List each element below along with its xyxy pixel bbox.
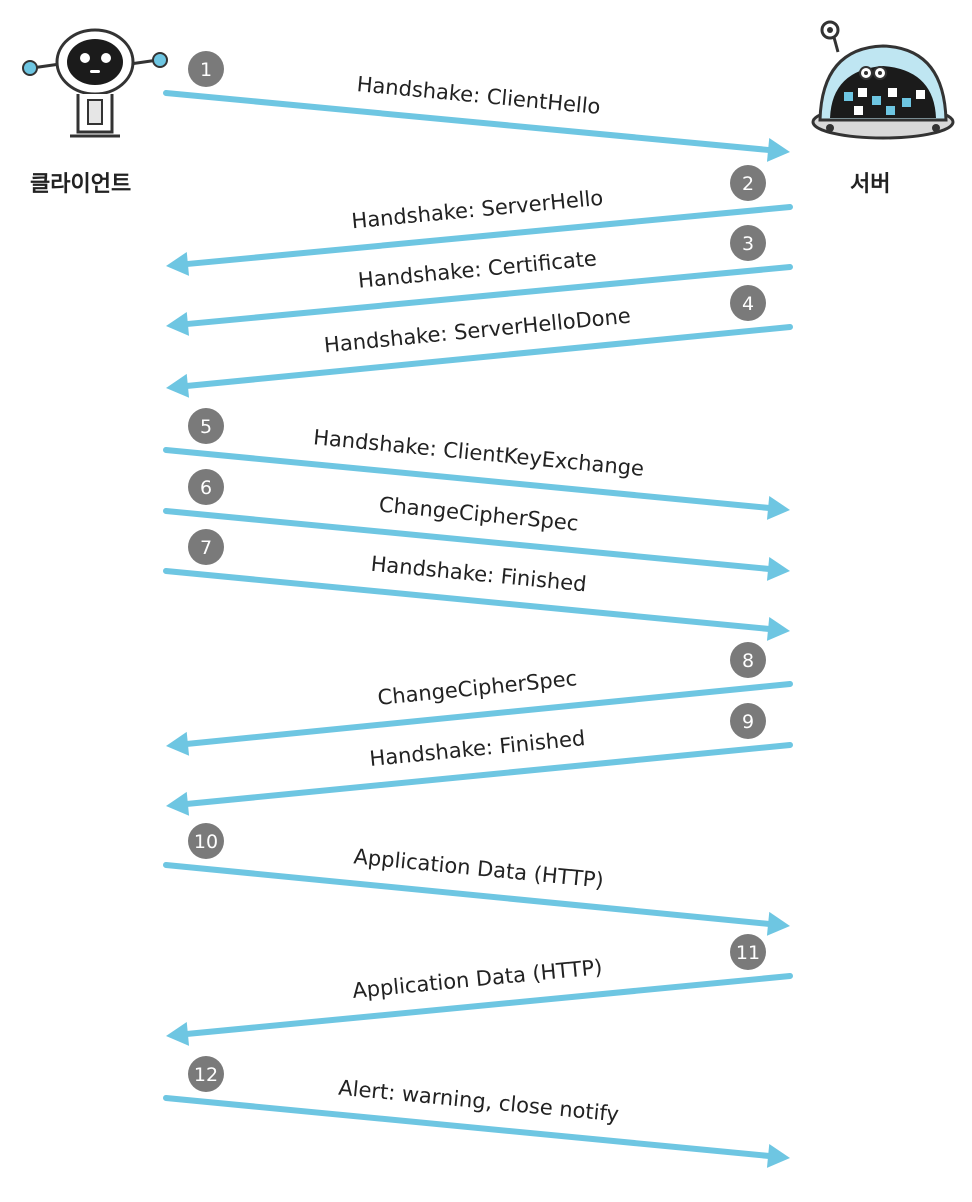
- arrow-head-icon: [166, 791, 190, 816]
- step-number: 12: [194, 1064, 218, 1086]
- client-label: 클라이언트: [30, 172, 132, 197]
- arrow-head-icon: [166, 1021, 190, 1046]
- arrow-head-icon: [166, 731, 190, 756]
- arrow-line: [180, 742, 793, 808]
- arrow-head-icon: [766, 556, 790, 581]
- message-label: ChangeCipherSpec: [377, 666, 579, 710]
- step-badge: [730, 703, 766, 739]
- arrow-line: [163, 447, 776, 512]
- step-number: 2: [742, 173, 754, 195]
- step-number: 1: [200, 59, 212, 81]
- arrow-head-icon: [766, 1143, 790, 1168]
- step-badge: [730, 285, 766, 321]
- arrow-head-icon: [766, 911, 790, 936]
- arrow-line: [163, 90, 776, 154]
- step-number: 9: [742, 711, 754, 733]
- step-badge: [188, 529, 224, 565]
- step-number: 6: [200, 477, 212, 499]
- arrow-line: [180, 204, 793, 268]
- arrow-head-icon: [766, 495, 790, 520]
- step-badge: [730, 642, 766, 678]
- arrow-line: [180, 973, 793, 1038]
- step-number: 7: [200, 537, 212, 559]
- message-7: 7 Handshake: Finished: [163, 529, 790, 641]
- arrow-line: [180, 264, 793, 328]
- message-label: Handshake: Finished: [368, 726, 586, 771]
- arrow-line: [180, 324, 793, 390]
- arrow-head-icon: [166, 311, 190, 336]
- step-number: 10: [194, 831, 218, 853]
- step-badge: [730, 225, 766, 261]
- step-badge: [730, 934, 766, 970]
- step-badge: [188, 469, 224, 505]
- step-badge: [730, 165, 766, 201]
- arrow-head-icon: [166, 373, 190, 398]
- step-number: 11: [736, 942, 760, 964]
- server-label: 서버: [850, 172, 891, 197]
- message-label: ChangeCipherSpec: [378, 493, 580, 536]
- step-badge: [188, 1056, 224, 1092]
- step-number: 3: [742, 233, 754, 255]
- step-number: 5: [200, 416, 212, 438]
- step-badge: [188, 51, 224, 87]
- message-9: 9 Handshake: Finished: [166, 703, 793, 816]
- arrow-line: [163, 508, 776, 573]
- arrow-line: [163, 568, 776, 633]
- dome-robot-icon: [811, 20, 955, 140]
- robot-icon: [22, 28, 168, 138]
- arrow-line: [180, 681, 793, 748]
- step-badge: [188, 408, 224, 444]
- arrow-head-icon: [766, 137, 790, 162]
- arrow-head-icon: [166, 251, 190, 276]
- step-badge: [188, 823, 224, 859]
- message-label: Handshake: ClientKeyExchange: [312, 425, 645, 481]
- message-label: Handshake: Finished: [370, 552, 588, 597]
- step-number: 4: [742, 293, 754, 315]
- arrow-head-icon: [766, 616, 790, 641]
- step-number: 8: [742, 650, 754, 672]
- arrow-line: [163, 862, 776, 928]
- arrow-line: [163, 1095, 776, 1160]
